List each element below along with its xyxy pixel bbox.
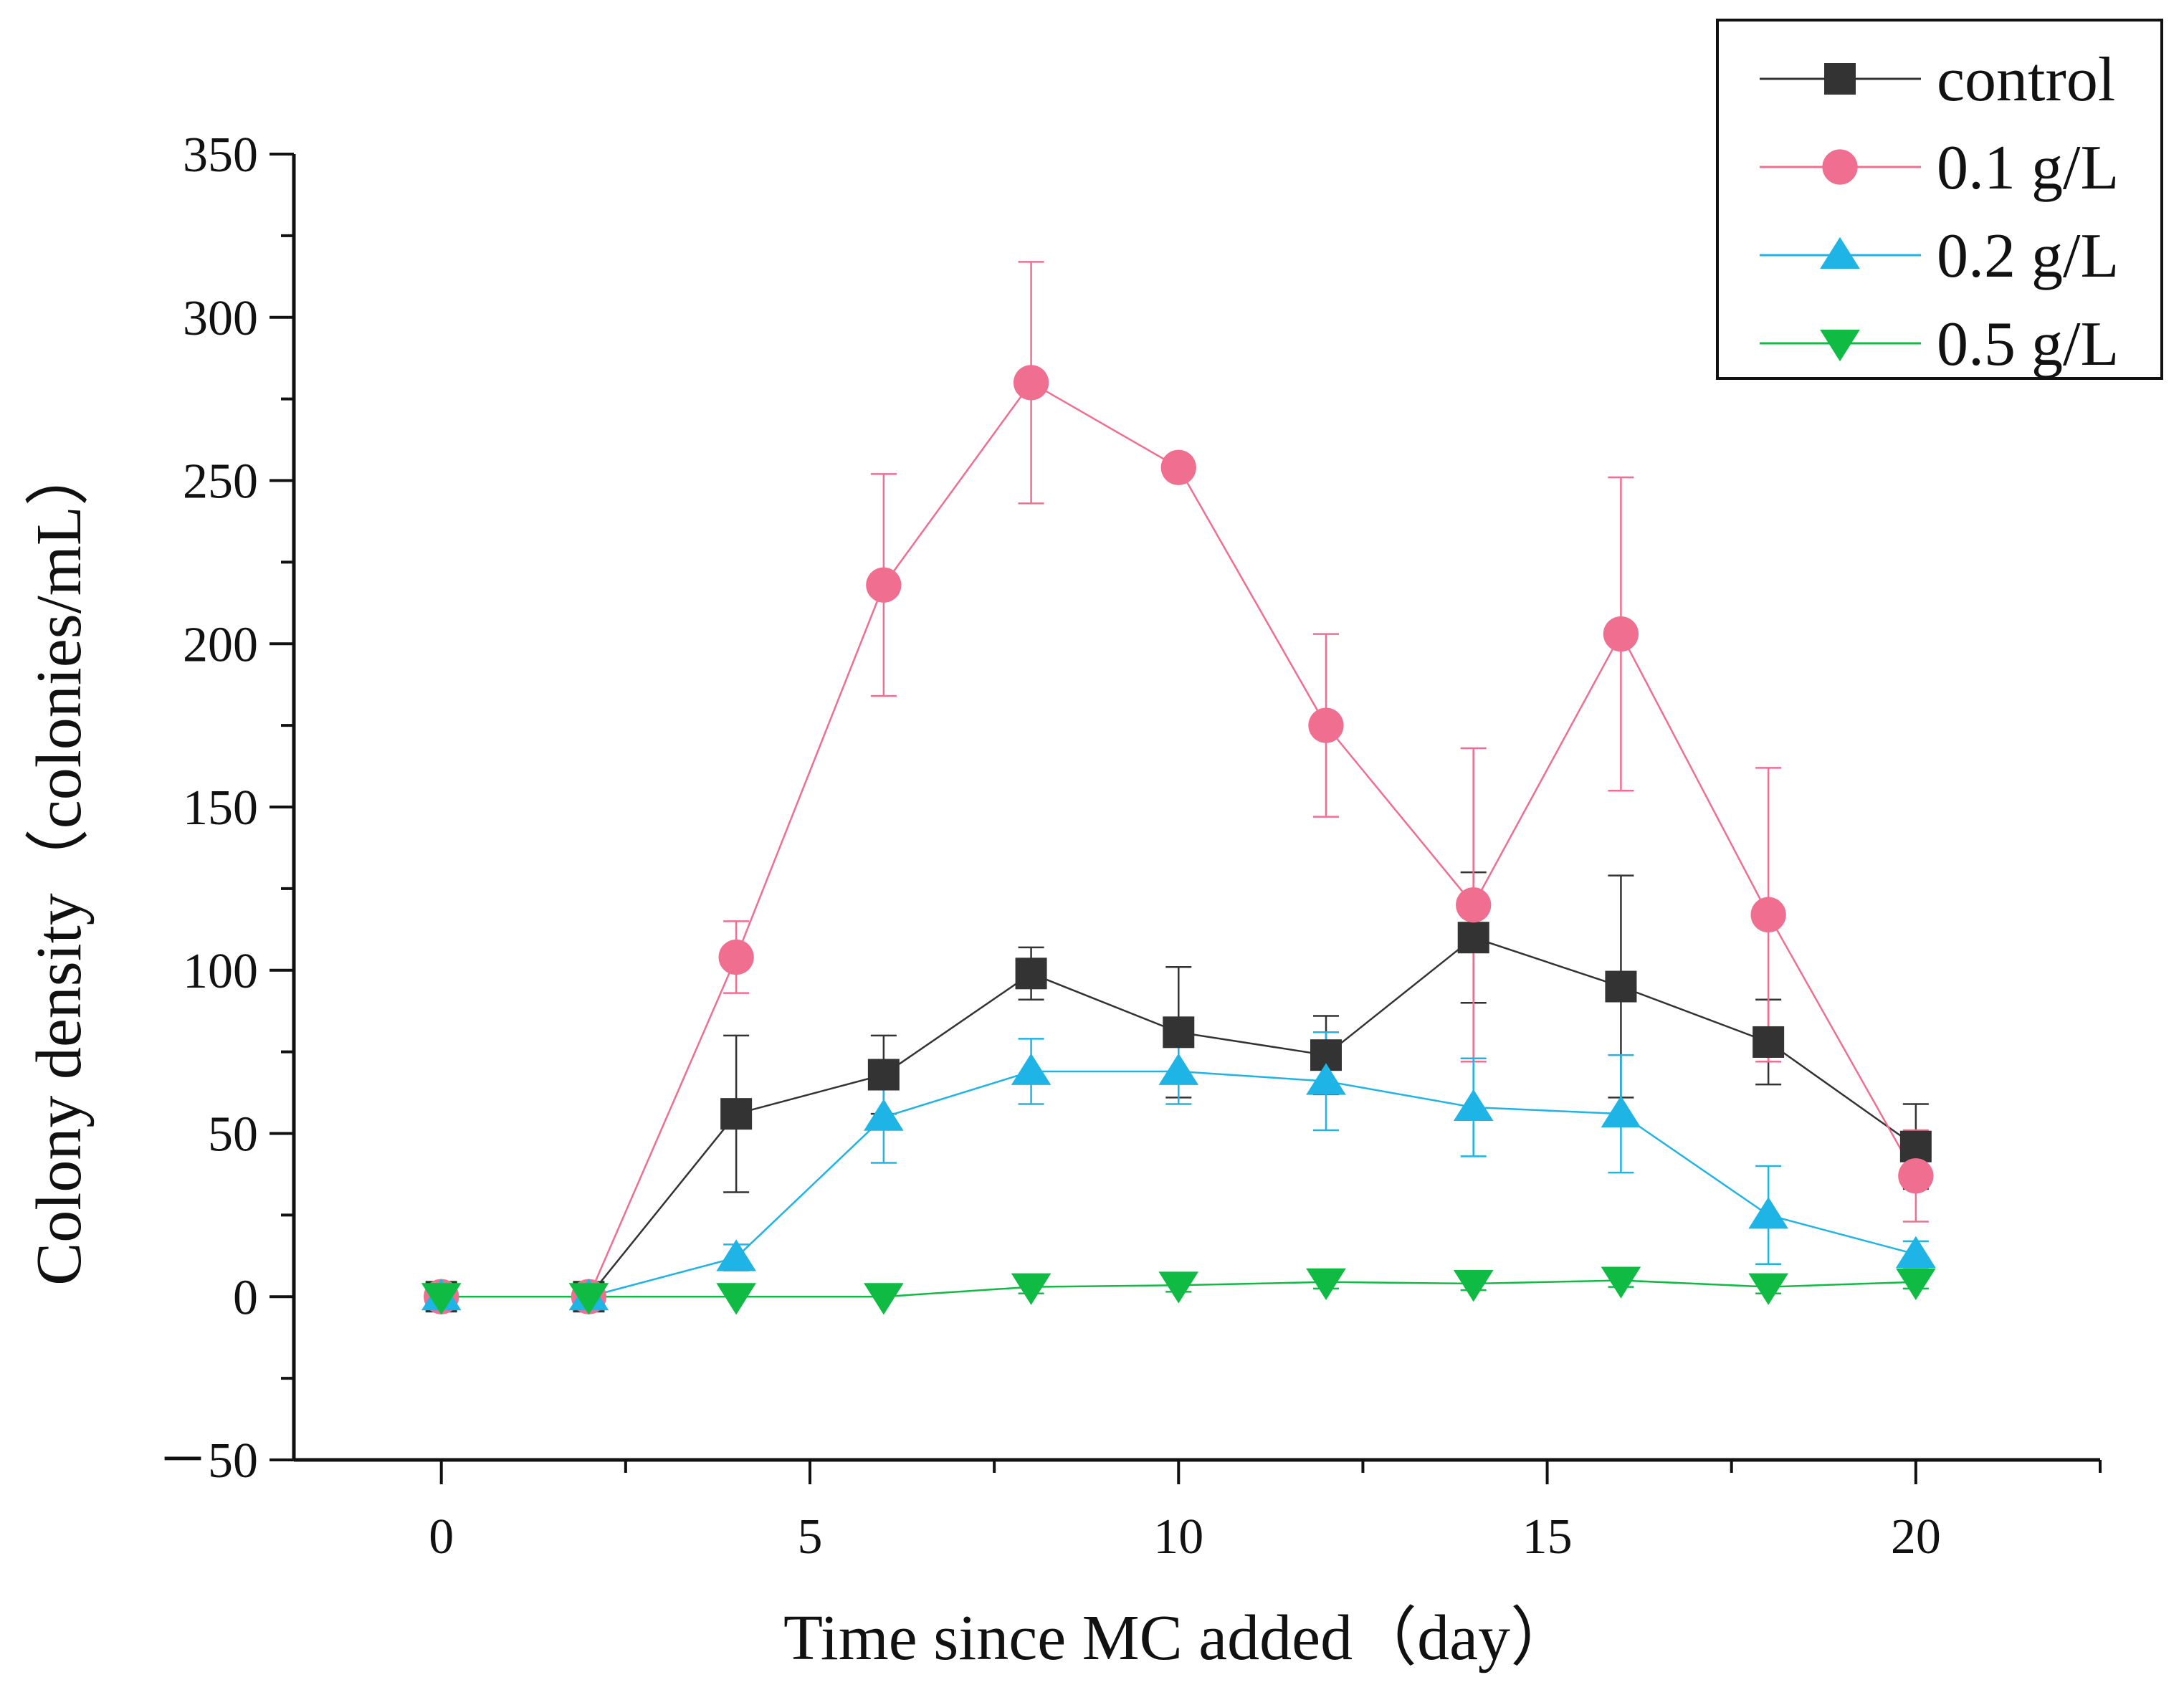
series-line: [441, 381, 1917, 1298]
data-point: [720, 1098, 753, 1130]
legend: control 0.1 g/L 0.2 g/L 0.5 g/L: [1716, 19, 2163, 380]
data-point: [1601, 1095, 1641, 1128]
legend-label: 0.2 g/L: [1937, 221, 2119, 291]
data-point: [1306, 1268, 1346, 1301]
series-2: [441, 261, 1929, 1298]
y-tick-label: 200: [183, 617, 258, 672]
data-point: [1306, 1063, 1346, 1095]
data-point: [1158, 1271, 1199, 1304]
data-point: [1457, 922, 1489, 954]
x-tick-label: 5: [798, 1509, 823, 1565]
legend-marker: [1820, 237, 1860, 269]
legend-label: 0.5 g/L: [1937, 310, 2119, 379]
data-point: [1896, 1236, 1936, 1269]
data-point: [1013, 365, 1049, 401]
data-point: [864, 1099, 904, 1131]
data-point: [1750, 897, 1786, 932]
data-point: [867, 1059, 900, 1091]
data-point: [1748, 1273, 1788, 1305]
y-tick-label: 50: [208, 1107, 258, 1162]
x-tick-label: 20: [1891, 1509, 1941, 1565]
data-point: [1453, 1089, 1494, 1122]
x-axis-label: Time since MC added（day）: [783, 1603, 1575, 1673]
data-point: [1605, 970, 1637, 1003]
data-point: [1308, 707, 1344, 743]
y-tick-label: 300: [183, 291, 258, 346]
data-point: [718, 939, 754, 975]
data-point: [1603, 616, 1639, 652]
data-point: [1748, 1197, 1788, 1229]
y-tick-label: 100: [183, 944, 258, 999]
data-point: [1753, 1026, 1785, 1058]
y-tick-label: 0: [233, 1270, 258, 1325]
data-point: [1896, 1268, 1936, 1301]
y-tick-label: 150: [183, 780, 258, 836]
data-point: [864, 1283, 904, 1315]
data-point: [1453, 1270, 1494, 1302]
y-tick-label: 350: [183, 128, 258, 183]
data-point: [1899, 1130, 1932, 1162]
data-point: [1456, 887, 1492, 923]
legend-marker: [1820, 330, 1860, 362]
x-tick-label: 10: [1153, 1509, 1203, 1565]
data-point: [1015, 958, 1047, 990]
series-4-points: [421, 1266, 1936, 1315]
data-point: [1898, 1158, 1934, 1194]
data-point: [568, 1283, 609, 1315]
data-point: [421, 1283, 462, 1315]
x-tick-label: 15: [1522, 1509, 1573, 1565]
data-point: [1601, 1266, 1641, 1299]
y-tick-label: 250: [183, 454, 258, 510]
data-point: [716, 1283, 756, 1315]
data-point: [1011, 1273, 1052, 1305]
x-tick-label: 0: [429, 1509, 454, 1565]
legend-label: 0.1 g/L: [1937, 133, 2119, 203]
data-point: [1163, 1016, 1195, 1049]
data-point: [1011, 1053, 1052, 1085]
legend-marker: [1824, 63, 1856, 95]
legend-label: control: [1937, 45, 2115, 115]
data-point: [1158, 1053, 1199, 1085]
data-point: [1160, 449, 1196, 485]
y-axis-label: Colony density（colonies/mL）: [24, 441, 95, 1285]
series-2-points: [424, 365, 1934, 1314]
data-point: [716, 1239, 756, 1271]
data-point: [866, 567, 902, 603]
legend-marker: [1822, 149, 1858, 185]
y-tick-label: －50: [158, 1433, 258, 1489]
series-line: [441, 1070, 1917, 1298]
axes: －50 0 50 100 150 200 250 300 350 0 5 10 15 20: [158, 128, 2102, 1565]
plot-area: [421, 261, 1936, 1315]
